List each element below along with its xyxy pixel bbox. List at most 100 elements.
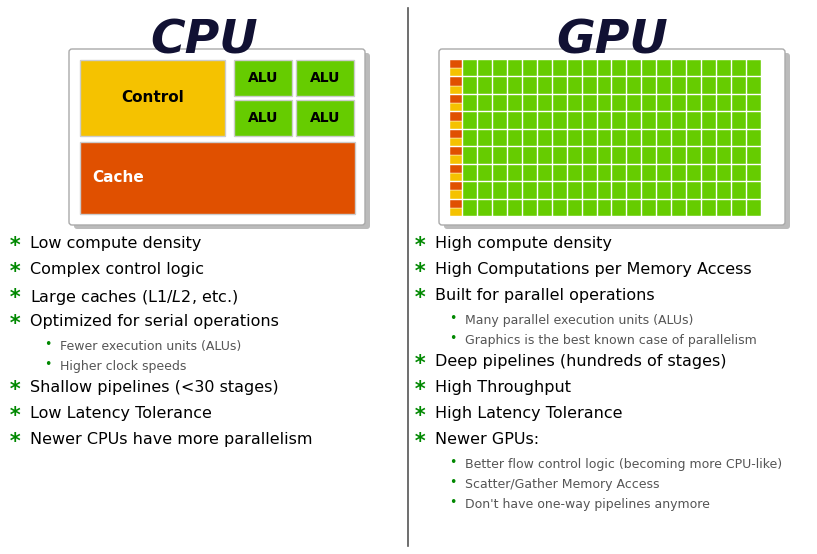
Bar xyxy=(234,60,292,96)
Bar xyxy=(508,165,522,181)
Text: High Latency Tolerance: High Latency Tolerance xyxy=(435,406,623,421)
Bar xyxy=(747,78,761,94)
Bar xyxy=(672,165,686,181)
Bar xyxy=(478,182,492,198)
Bar xyxy=(597,112,611,129)
Text: *: * xyxy=(413,354,426,374)
Bar xyxy=(538,95,551,111)
Bar xyxy=(658,182,672,198)
FancyBboxPatch shape xyxy=(444,53,790,229)
Bar xyxy=(450,173,462,181)
Bar xyxy=(450,165,462,173)
Text: •: • xyxy=(44,338,51,351)
Text: ALU: ALU xyxy=(248,111,278,125)
Bar xyxy=(747,182,761,198)
Bar xyxy=(702,60,717,76)
Bar xyxy=(450,138,462,146)
Bar xyxy=(717,112,731,129)
Text: Newer GPUs:: Newer GPUs: xyxy=(435,432,539,447)
Bar xyxy=(450,191,462,198)
Bar xyxy=(493,78,507,94)
Bar xyxy=(523,199,537,216)
Bar xyxy=(463,182,477,198)
Bar xyxy=(687,182,701,198)
Bar xyxy=(463,60,477,76)
Bar xyxy=(717,147,731,163)
Bar xyxy=(627,95,641,111)
Bar xyxy=(583,130,596,146)
Text: *: * xyxy=(9,432,21,452)
Bar xyxy=(568,95,582,111)
Bar xyxy=(658,78,672,94)
Bar xyxy=(747,60,761,76)
Text: Built for parallel operations: Built for parallel operations xyxy=(435,288,654,303)
Bar xyxy=(508,95,522,111)
Bar xyxy=(478,147,492,163)
Bar xyxy=(450,147,462,156)
Bar xyxy=(732,60,746,76)
Bar xyxy=(717,165,731,181)
Bar xyxy=(658,147,672,163)
Bar xyxy=(523,165,537,181)
Bar xyxy=(478,112,492,129)
Bar xyxy=(450,130,462,138)
Text: •: • xyxy=(449,456,457,469)
Bar xyxy=(493,182,507,198)
Bar xyxy=(627,112,641,129)
Bar xyxy=(717,130,731,146)
Bar xyxy=(463,130,477,146)
Text: *: * xyxy=(9,406,21,426)
Bar xyxy=(732,78,746,94)
Bar xyxy=(450,95,462,103)
Bar xyxy=(450,121,462,129)
Bar xyxy=(538,78,551,94)
Bar xyxy=(597,165,611,181)
Bar xyxy=(568,130,582,146)
Bar xyxy=(234,100,292,136)
Bar xyxy=(732,182,746,198)
Bar xyxy=(627,78,641,94)
Bar xyxy=(672,130,686,146)
Bar xyxy=(597,78,611,94)
Bar xyxy=(732,112,746,129)
Bar xyxy=(702,95,717,111)
Bar xyxy=(523,147,537,163)
Text: Low Latency Tolerance: Low Latency Tolerance xyxy=(30,406,212,421)
Bar xyxy=(658,165,672,181)
Bar xyxy=(642,199,656,216)
Bar xyxy=(538,60,551,76)
Bar xyxy=(80,60,225,136)
Bar xyxy=(672,95,686,111)
Bar xyxy=(583,60,596,76)
Text: •: • xyxy=(449,496,457,509)
Bar xyxy=(493,130,507,146)
Bar xyxy=(450,103,462,111)
Bar xyxy=(672,182,686,198)
Bar xyxy=(717,60,731,76)
FancyBboxPatch shape xyxy=(439,49,785,225)
Bar xyxy=(672,60,686,76)
Text: *: * xyxy=(413,288,426,308)
Text: *: * xyxy=(413,406,426,426)
Text: Scatter/Gather Memory Access: Scatter/Gather Memory Access xyxy=(465,478,659,491)
Bar xyxy=(568,60,582,76)
Bar xyxy=(552,165,567,181)
Bar xyxy=(552,147,567,163)
Bar xyxy=(687,78,701,94)
Bar xyxy=(613,78,627,94)
Bar xyxy=(732,130,746,146)
Bar xyxy=(450,68,462,76)
Bar xyxy=(627,147,641,163)
Bar xyxy=(702,112,717,129)
Text: Better flow control logic (becoming more CPU-like): Better flow control logic (becoming more… xyxy=(465,458,782,471)
Bar xyxy=(552,78,567,94)
Bar xyxy=(538,147,551,163)
Bar xyxy=(538,112,551,129)
Bar xyxy=(613,95,627,111)
Bar xyxy=(478,78,492,94)
Bar xyxy=(568,199,582,216)
Text: Low compute density: Low compute density xyxy=(30,236,201,251)
Bar xyxy=(687,199,701,216)
Bar xyxy=(523,60,537,76)
Text: ALU: ALU xyxy=(248,71,278,85)
